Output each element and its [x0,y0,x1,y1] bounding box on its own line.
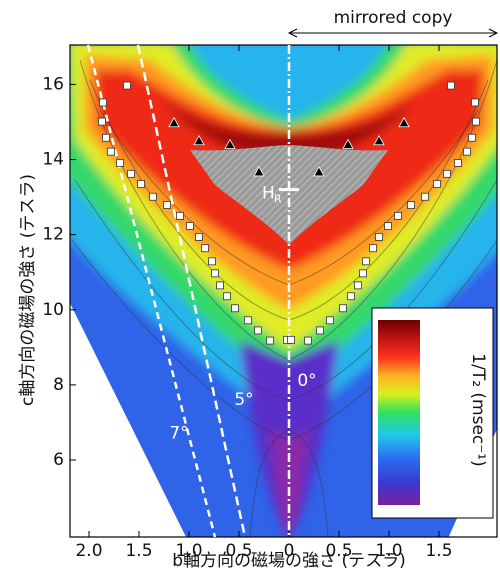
triangle-point [342,138,354,149]
square-point [216,281,224,290]
angle-label: 7° [169,424,188,444]
triangle-point [224,138,236,149]
square-point [354,281,362,290]
square-point [266,336,274,345]
square-point [472,117,480,126]
square-point [394,211,402,220]
mirror-arrow-heads [287,28,499,38]
square-point [339,304,347,313]
x-tick-label: 0.5 [325,541,352,561]
square-point [244,316,252,325]
square-point [201,244,209,253]
y-axis-title: c軸方向の磁場の強さ (テスラ) [18,174,38,406]
square-point [468,133,476,142]
square-point [375,233,383,241]
triangle-point [373,134,385,146]
x-tick-label: 1.0 [375,541,402,561]
plot-frame [69,44,498,538]
y-tick-label: 14 [42,150,64,170]
y-tick-label: 10 [42,300,64,320]
square-point [304,336,312,345]
square-point [407,201,415,209]
x-tick-label: 1.5 [125,541,152,561]
x-tick-label: 1.0 [175,541,202,561]
square-point [369,244,377,253]
angle-label: 5° [234,390,253,410]
square-point [195,233,203,241]
square-point [433,180,441,188]
square-point [359,269,367,278]
square-point [443,169,451,178]
square-point [107,147,115,156]
square-point [98,117,106,126]
x-tick-label: 0.5 [225,541,252,561]
square-point [223,292,231,301]
triangle-point [193,134,205,146]
square-point [137,180,145,188]
triangle-point [398,116,410,128]
triangle-point [253,166,265,177]
square-point [447,81,455,90]
square-point [231,304,239,313]
square-point [362,257,370,266]
square-point [326,316,334,325]
x-tick-label: 2.0 [75,541,102,561]
hr-label-sub: R [274,193,282,206]
y-tick-label: 6 [53,450,64,470]
square-point [287,335,295,344]
square-point [123,81,131,90]
x-tick-label: 1.5 [425,541,452,561]
square-point [421,192,429,201]
square-point [102,133,110,142]
triangle-point [168,116,180,128]
square-point [127,169,135,178]
triangle-point [313,166,325,177]
square-point [347,292,355,301]
colorbar-title: 1/T₂ (msec⁻¹) [468,353,488,466]
square-point [163,201,171,209]
y-tick-label: 12 [42,225,64,245]
square-point [176,211,184,220]
mirror-label: mirrored copy [334,8,453,28]
square-point [208,257,216,266]
square-point [99,98,107,107]
square-point [384,222,392,230]
square-point [471,98,479,107]
square-point [454,159,462,167]
y-tick-label: 16 [42,74,64,94]
square-point [463,147,471,156]
square-point [316,326,324,335]
square-point [211,269,219,278]
guide-7deg [86,44,217,538]
y-tick-label: 8 [53,375,64,395]
x-tick-label: 0 [284,541,295,561]
square-point [149,192,157,201]
square-point [254,326,262,335]
x-axis-title: b軸方向の磁場の強さ (テスラ) [172,551,405,571]
hr-label: H [262,184,275,204]
colorbar [378,320,420,505]
square-point [186,222,194,230]
angle-label: 0° [297,371,316,391]
square-point [116,159,124,167]
